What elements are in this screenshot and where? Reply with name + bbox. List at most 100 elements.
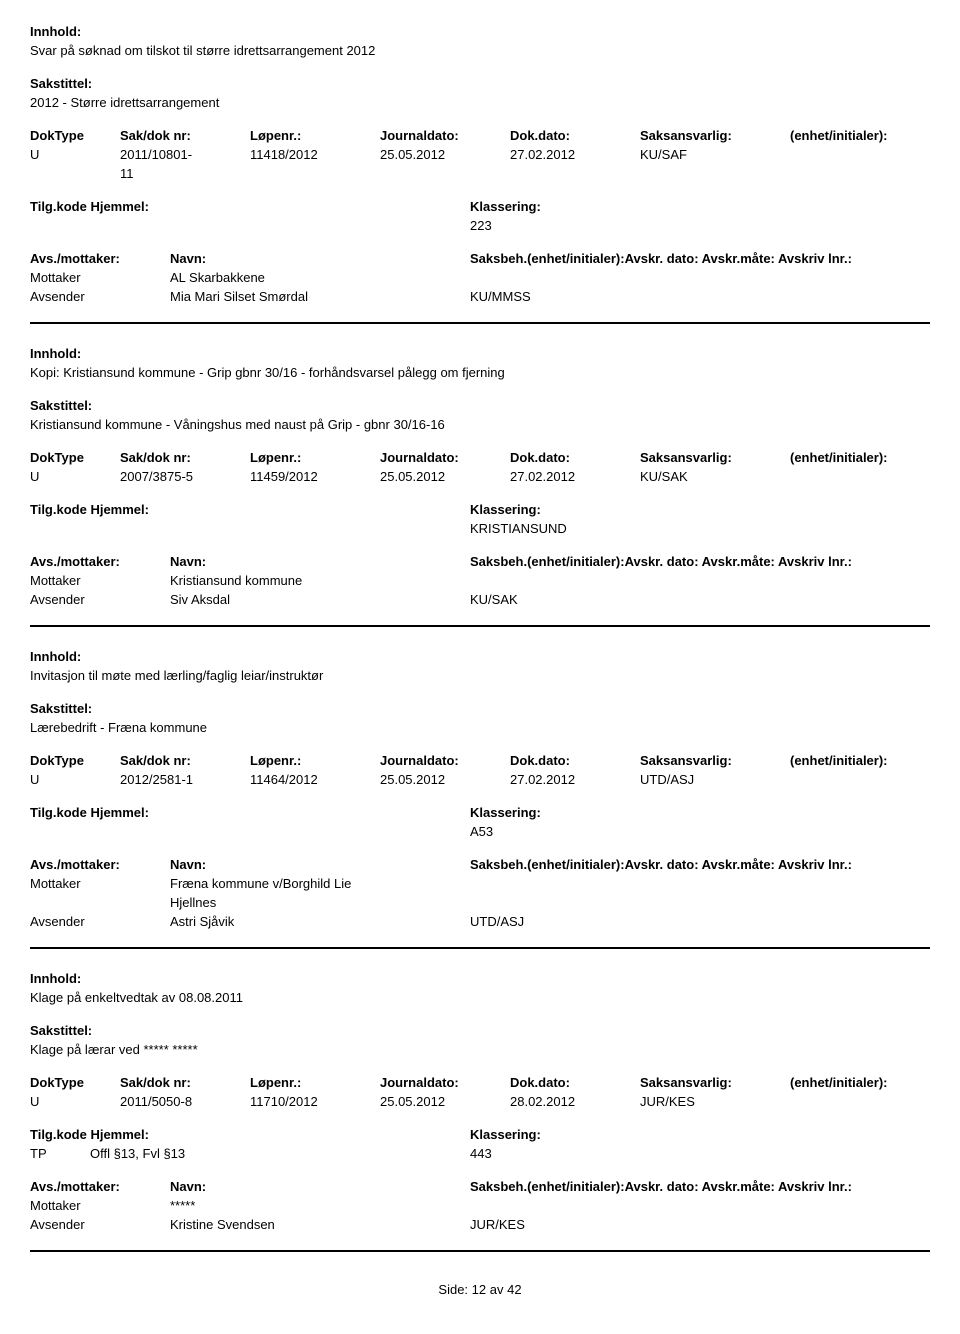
- av-label: av: [490, 1282, 504, 1297]
- separator: [30, 625, 930, 627]
- sakstittel-label: Sakstittel:: [30, 76, 930, 91]
- dokdato-label: Dok.dato:: [510, 1075, 640, 1090]
- header-row: DokType Sak/dok nr: Løpenr.: Journaldato…: [30, 1075, 930, 1090]
- doktype-label: DokType: [30, 128, 120, 143]
- doktype-val: U: [30, 147, 120, 162]
- doktype-label: DokType: [30, 450, 120, 465]
- doktype-label: DokType: [30, 753, 120, 768]
- avsmottaker-label: Avs./mottaker:: [30, 1179, 170, 1194]
- tilg-data: KRISTIANSUND: [30, 521, 930, 536]
- lopenr-val: 11464/2012: [250, 772, 380, 787]
- innhold-label: Innhold:: [30, 24, 930, 39]
- avsender-row: Avsender Kristine Svendsen JUR/KES: [30, 1217, 930, 1232]
- mottaker-row: Mottaker Kristiansund kommune: [30, 573, 930, 588]
- saksansvarlig-label: Saksansvarlig:: [640, 450, 790, 465]
- doktype-val: U: [30, 469, 120, 484]
- saksbeh-label: Saksbeh.(enhet/initialer):Avskr. dato: A…: [470, 554, 930, 569]
- innhold-label: Innhold:: [30, 346, 930, 361]
- sakdok-label: Sak/dok nr:: [120, 450, 250, 465]
- journaldato-val: 25.05.2012: [380, 772, 510, 787]
- sakdok-val2: 11: [120, 166, 250, 181]
- mottaker-val2: Hjellnes: [170, 895, 470, 910]
- party-header: Avs./mottaker: Navn: Saksbeh.(enhet/init…: [30, 251, 930, 266]
- separator: [30, 322, 930, 324]
- data-row: U 2011/5050-8 11710/2012 25.05.2012 28.0…: [30, 1094, 930, 1109]
- sakstittel-text: Klage på lærar ved ***** *****: [30, 1042, 930, 1057]
- sakstittel-text: Kristiansund kommune - Våningshus med na…: [30, 417, 930, 432]
- dokdato-val: 27.02.2012: [510, 469, 640, 484]
- lopenr-label: Løpenr.:: [250, 753, 380, 768]
- header-row: DokType Sak/dok nr: Løpenr.: Journaldato…: [30, 450, 930, 465]
- klassering-label: Klassering:: [470, 1127, 930, 1142]
- klassering-val: 443: [470, 1146, 930, 1161]
- saksansvarlig-val: JUR/KES: [640, 1094, 790, 1109]
- saksbeh-label: Saksbeh.(enhet/initialer):Avskr. dato: A…: [470, 251, 930, 266]
- innhold-text: Kopi: Kristiansund kommune - Grip gbnr 3…: [30, 365, 930, 380]
- avsmottaker-label: Avs./mottaker:: [30, 857, 170, 872]
- klassering-label: Klassering:: [470, 199, 930, 214]
- innhold-text: Svar på søknad om tilskot til større idr…: [30, 43, 930, 58]
- avsender-val: Siv Aksdal: [170, 592, 470, 607]
- enhet-val: [790, 147, 930, 162]
- klassering-val: KRISTIANSUND: [470, 521, 930, 536]
- klassering-val: 223: [470, 218, 930, 233]
- navn-label: Navn:: [170, 554, 470, 569]
- tilgkode-label: Tilg.kode: [30, 502, 87, 517]
- mottaker-row: Mottaker Fræna kommune v/Borghild Lie: [30, 876, 930, 891]
- navn-label: Navn:: [170, 251, 470, 266]
- sakdok-label: Sak/dok nr:: [120, 753, 250, 768]
- sakstittel-label: Sakstittel:: [30, 1023, 930, 1038]
- sakdok-val: 2007/3875-5: [120, 469, 250, 484]
- innhold-text: Invitasjon til møte med lærling/faglig l…: [30, 668, 930, 683]
- tilgkode-val: TP: [30, 1146, 90, 1161]
- dokdato-label: Dok.dato:: [510, 753, 640, 768]
- avsender-label: Avsender: [30, 1217, 170, 1232]
- doktype-val: U: [30, 772, 120, 787]
- avsmottaker-label: Avs./mottaker:: [30, 251, 170, 266]
- journal-entry: Innhold: Klage på enkeltvedtak av 08.08.…: [30, 971, 930, 1232]
- mottaker-label: Mottaker: [30, 270, 170, 285]
- page-footer: Side: 12 av 42: [30, 1282, 930, 1297]
- avsender-unit: KU/SAK: [470, 592, 670, 607]
- mottaker-label: Mottaker: [30, 1198, 170, 1213]
- klassering-label: Klassering:: [470, 805, 930, 820]
- mottaker-val: Kristiansund kommune: [170, 573, 470, 588]
- hjemmel-label: Hjemmel:: [90, 805, 149, 820]
- data-row-2: 11: [30, 166, 930, 181]
- mottaker-row: Mottaker *****: [30, 1198, 930, 1213]
- saksansvarlig-val: UTD/ASJ: [640, 772, 790, 787]
- avsender-label: Avsender: [30, 592, 170, 607]
- journal-entry: Innhold: Invitasjon til møte med lærling…: [30, 649, 930, 929]
- header-row: DokType Sak/dok nr: Løpenr.: Journaldato…: [30, 128, 930, 143]
- sakstittel-label: Sakstittel:: [30, 398, 930, 413]
- avsender-label: Avsender: [30, 914, 170, 929]
- data-row: U 2011/10801- 11418/2012 25.05.2012 27.0…: [30, 147, 930, 162]
- party-header: Avs./mottaker: Navn: Saksbeh.(enhet/init…: [30, 857, 930, 872]
- tilgkode-label: Tilg.kode: [30, 199, 87, 214]
- innhold-label: Innhold:: [30, 649, 930, 664]
- journaldato-val: 25.05.2012: [380, 1094, 510, 1109]
- avsender-row: Avsender Siv Aksdal KU/SAK: [30, 592, 930, 607]
- sakstittel-text: 2012 - Større idrettsarrangement: [30, 95, 930, 110]
- hjemmel-label: Hjemmel:: [90, 502, 149, 517]
- klassering-label: Klassering:: [470, 502, 930, 517]
- avsender-val: Astri Sjåvik: [170, 914, 470, 929]
- tilg-header: Tilg.kode Hjemmel: Klassering:: [30, 805, 930, 820]
- saksansvarlig-val: KU/SAF: [640, 147, 790, 162]
- saksbeh-label: Saksbeh.(enhet/initialer):Avskr. dato: A…: [470, 857, 930, 872]
- sakdok-val: 2012/2581-1: [120, 772, 250, 787]
- avsender-label: Avsender: [30, 289, 170, 304]
- lopenr-label: Løpenr.:: [250, 128, 380, 143]
- innhold-text: Klage på enkeltvedtak av 08.08.2011: [30, 990, 930, 1005]
- dokdato-val: 27.02.2012: [510, 147, 640, 162]
- mottaker-label: Mottaker: [30, 876, 170, 891]
- mottaker-row-2: Hjellnes: [30, 895, 930, 910]
- mottaker-label: Mottaker: [30, 573, 170, 588]
- avsender-val: Mia Mari Silset Smørdal: [170, 289, 470, 304]
- lopenr-val: 11459/2012: [250, 469, 380, 484]
- party-header: Avs./mottaker: Navn: Saksbeh.(enhet/init…: [30, 554, 930, 569]
- klassering-val: A53: [470, 824, 930, 839]
- avsender-row: Avsender Mia Mari Silset Smørdal KU/MMSS: [30, 289, 930, 304]
- enhet-label: (enhet/initialer):: [790, 753, 930, 768]
- lopenr-label: Løpenr.:: [250, 450, 380, 465]
